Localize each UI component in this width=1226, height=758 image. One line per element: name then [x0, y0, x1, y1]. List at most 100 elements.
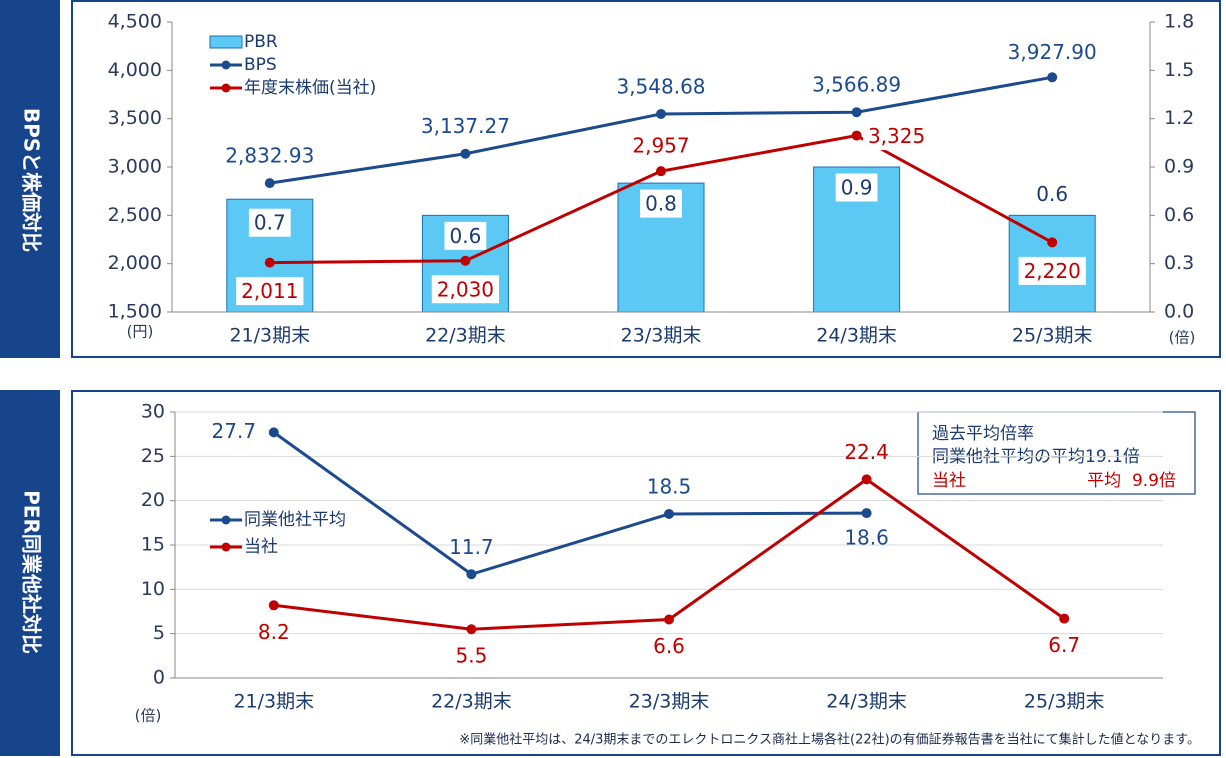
data-label-bg: [835, 173, 878, 202]
data-label: 2,011: [241, 279, 298, 303]
legend-swatch: [221, 542, 231, 552]
data-label: 6.7: [1048, 633, 1080, 657]
y2-tick-label: 1.8: [1164, 11, 1194, 33]
data-label-bg: [627, 131, 695, 160]
point: [268, 600, 279, 611]
point: [861, 474, 872, 485]
data-label: 3,927.90: [1008, 40, 1097, 64]
x-tick-label: 22/3期末: [431, 691, 512, 713]
x-tick-label: 22/3期末: [425, 325, 506, 347]
y2-unit: (倍): [1169, 329, 1196, 347]
legend-swatch: [221, 60, 231, 70]
data-label-bg: [248, 208, 291, 237]
data-label: 8.2: [258, 620, 290, 644]
x-tick-label: 21/3期末: [229, 325, 310, 347]
data-label-bg: [807, 70, 907, 99]
line: [272, 431, 867, 576]
point: [656, 108, 666, 119]
data-label-bg: [431, 275, 500, 304]
data-label: 2,030: [437, 277, 494, 301]
point: [851, 130, 862, 141]
point: [664, 508, 674, 519]
y-unit: (倍): [135, 707, 162, 725]
data-label-bg: [640, 189, 682, 218]
annotation-heading: 過去平均倍率: [932, 424, 1034, 444]
y-tick-label: 3,000: [108, 156, 162, 178]
data-label: 27.7: [212, 419, 257, 443]
data-label: 0.8: [645, 192, 677, 216]
data-label-bg: [862, 122, 931, 151]
data-label-bg: [220, 141, 320, 170]
x-tick-label: 23/3期末: [629, 691, 710, 713]
panel-title: PER同業他社対比: [20, 490, 44, 654]
y-tick-label: 2,000: [108, 252, 162, 274]
data-label: 3,548.68: [616, 74, 705, 98]
legend-label: 同業他社平均: [244, 510, 346, 530]
y2-tick-label: 1.2: [1164, 107, 1194, 129]
x-tick-label: 21/3期末: [233, 691, 314, 713]
point: [466, 569, 477, 580]
point: [1047, 72, 1058, 83]
y-tick-label: 4,000: [108, 59, 162, 81]
data-label: 3,325: [868, 124, 925, 148]
y2-tick-label: 0.0: [1164, 301, 1194, 323]
point: [656, 166, 666, 177]
side-tab: [0, 0, 60, 358]
point: [460, 148, 471, 159]
y-tick-label: 20: [141, 489, 165, 511]
data-label: 6.6: [653, 634, 685, 658]
data-label: 0.7: [254, 211, 286, 235]
point: [851, 107, 862, 118]
x-tick-label: 24/3期末: [816, 325, 897, 347]
point: [664, 614, 674, 625]
y-tick-label: 30: [141, 401, 165, 423]
data-label: 2,220: [1024, 259, 1081, 283]
point: [861, 508, 872, 519]
x-tick-label: 25/3期末: [1024, 691, 1105, 713]
line: [273, 477, 1066, 631]
point: [1047, 237, 1058, 248]
data-label-bg: [415, 112, 515, 141]
y2-tick-label: 1.5: [1164, 59, 1194, 81]
panel-frame: [71, 0, 1221, 358]
data-label-bg: [1002, 37, 1102, 66]
x-tick-label: 23/3期末: [621, 325, 702, 347]
y-tick-label: 10: [141, 578, 165, 600]
x-tick-label: 25/3期末: [1012, 325, 1093, 347]
y-tick-label: 15: [141, 534, 165, 556]
data-label-bg: [236, 277, 304, 306]
y2-tick-label: 0.6: [1164, 204, 1194, 226]
point: [466, 624, 477, 635]
y-tick-label: 0: [153, 667, 165, 689]
legend-label: BPS: [244, 55, 277, 75]
legend-swatch: [221, 83, 231, 93]
data-label-bg: [444, 221, 487, 250]
y-unit: (円): [127, 323, 154, 341]
data-label-bg: [1018, 256, 1086, 285]
data-label: 18.5: [647, 474, 692, 498]
legend-label: PBR: [244, 32, 278, 52]
legend-swatch: [209, 35, 243, 49]
footnote: ※同業他社平均は、24/3期末までのエレクトロニクス商社上場各社(22社)の有価…: [459, 732, 1200, 748]
annotation-text: 同業他社平均の平均19.1倍: [932, 447, 1140, 467]
y-tick-label: 2,500: [108, 204, 162, 226]
y-tick-label: 4,500: [108, 11, 162, 33]
legend-label: 当社: [244, 537, 278, 557]
data-label: 5.5: [455, 644, 487, 668]
panel-title: BPSと株価対比: [20, 108, 44, 252]
y-tick-label: 3,500: [108, 107, 162, 129]
y-tick-label: 5: [153, 622, 165, 644]
data-label: 0.6: [1036, 182, 1068, 206]
data-label: 3,566.89: [812, 73, 901, 97]
legend-label: 年度末株価(当社): [244, 78, 376, 98]
data-label: 2,957: [632, 134, 689, 158]
data-label: 3,137.27: [421, 114, 510, 138]
data-label: 0.6: [449, 224, 481, 248]
x-tick-label: 24/3期末: [826, 691, 907, 713]
side-tab: [0, 390, 60, 756]
data-label-bg: [611, 72, 711, 101]
point: [1059, 613, 1070, 624]
point: [460, 255, 471, 266]
annotation-text: 平均 9.9倍: [1087, 471, 1176, 491]
